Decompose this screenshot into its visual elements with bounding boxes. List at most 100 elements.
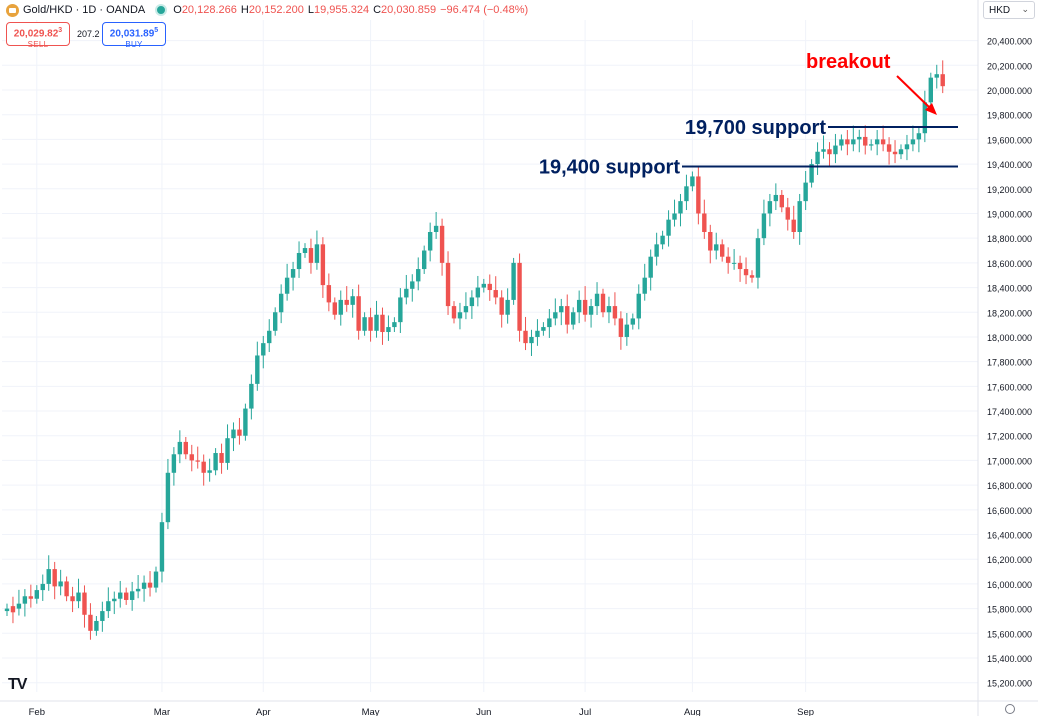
market-status-icon[interactable] xyxy=(155,4,168,16)
candle-body xyxy=(106,601,111,612)
candle-body xyxy=(702,213,707,232)
candle-body xyxy=(928,77,933,103)
tradingview-logo[interactable]: TV xyxy=(8,676,27,693)
symbol-header: Gold/HKD · 1D · OANDA O 20,128.266 H 20,15… xyxy=(6,2,532,18)
candle-body xyxy=(40,583,45,591)
candle-body xyxy=(773,194,779,202)
candle-body xyxy=(398,297,403,323)
candle-body xyxy=(404,288,409,298)
candle-body xyxy=(559,306,564,313)
time-tick-label: Apr xyxy=(256,707,271,716)
time-tick-label: Sep xyxy=(797,707,814,716)
candle-body xyxy=(70,596,75,602)
candle-body xyxy=(410,281,415,289)
candle-body xyxy=(261,343,266,356)
candle-body xyxy=(481,283,486,288)
close-value: 20,030.859 xyxy=(381,4,437,16)
price-tick-label: 17,000.000 xyxy=(987,456,1032,466)
candle-body xyxy=(249,383,254,409)
currency-value: HKD xyxy=(989,5,1011,16)
candle-body xyxy=(10,606,16,613)
candle-body xyxy=(356,296,361,331)
low-label: L xyxy=(307,4,315,16)
support-label-19700: 19,700 support xyxy=(685,117,827,139)
candle-body xyxy=(761,213,767,239)
time-tick-label: May xyxy=(362,707,380,716)
candle-body xyxy=(624,324,630,337)
candle-body xyxy=(159,522,165,572)
candle-body xyxy=(28,596,34,599)
candle-body xyxy=(362,317,367,331)
time-tick-label: Jun xyxy=(476,707,491,716)
buy-button[interactable]: 20,031.895 BUY xyxy=(102,22,166,49)
candle-body xyxy=(147,582,153,588)
candle-body xyxy=(600,293,606,313)
settings-icon[interactable] xyxy=(1005,704,1015,714)
breakout-arrowhead xyxy=(925,103,937,115)
candle-body xyxy=(535,330,540,337)
candle-body xyxy=(165,472,171,523)
time-tick-label: Mar xyxy=(154,707,170,716)
spread-value: 207.2 xyxy=(77,29,100,39)
time-axis[interactable]: Feb Mar Apr May Jun Jul Aug Sep xyxy=(0,700,1038,716)
price-tick-label: 17,200.000 xyxy=(987,432,1032,442)
candle-body xyxy=(416,269,421,282)
symbol-title[interactable]: Gold/HKD · 1D · OANDA xyxy=(23,4,146,16)
candlestick-series xyxy=(4,60,945,640)
candle-body xyxy=(904,144,910,150)
time-tick-label: Jul xyxy=(579,707,591,716)
candle-body xyxy=(296,252,302,270)
candle-body xyxy=(100,611,105,621)
candle-body xyxy=(547,318,552,328)
candle-body xyxy=(177,441,183,455)
candle-body xyxy=(207,470,212,473)
candle-body xyxy=(666,219,671,236)
candle-body xyxy=(869,144,874,146)
candle-body xyxy=(821,149,826,152)
candle-body xyxy=(690,176,695,187)
candle-body xyxy=(267,330,272,344)
breakout-label: breakout xyxy=(806,51,891,73)
candle-body xyxy=(64,581,69,597)
price-tick-label: 18,400.000 xyxy=(987,284,1032,294)
sell-label: SELL xyxy=(27,40,49,50)
candle-body xyxy=(380,314,385,333)
candle-body xyxy=(863,136,868,146)
price-tick-label: 19,000.000 xyxy=(987,209,1032,219)
candle-body xyxy=(529,336,534,344)
candle-body xyxy=(565,306,570,325)
candle-body xyxy=(171,454,177,473)
currency-select[interactable]: HKD ⌄ xyxy=(983,1,1035,19)
candle-body xyxy=(374,314,379,331)
price-tick-label: 18,600.000 xyxy=(987,259,1032,269)
price-tick-label: 19,200.000 xyxy=(987,185,1032,195)
candle-body xyxy=(493,290,498,298)
candle-body xyxy=(273,312,278,331)
price-tick-label: 15,200.000 xyxy=(987,679,1032,689)
price-tick-label: 17,800.000 xyxy=(987,358,1032,368)
price-tick-label: 20,400.000 xyxy=(987,37,1032,47)
candle-body xyxy=(874,139,880,145)
price-tick-label: 16,400.000 xyxy=(987,531,1032,541)
candle-body xyxy=(582,299,588,315)
close-label: C xyxy=(373,4,382,16)
candle-body xyxy=(82,592,87,615)
gold-icon xyxy=(6,3,19,17)
candle-body xyxy=(922,102,928,134)
candle-body xyxy=(284,277,290,294)
candle-body xyxy=(237,429,242,436)
price-tick-label: 19,600.000 xyxy=(987,135,1032,145)
price-axis[interactable]: 15,200.000 15,400.000 15,600.000 15,800.000… xyxy=(977,0,1032,716)
candle-body xyxy=(76,592,81,602)
sell-button[interactable]: 20,029.823 SELL xyxy=(6,22,70,49)
candle-body xyxy=(112,598,117,602)
candle-body xyxy=(433,225,439,232)
candle-body xyxy=(183,441,188,455)
candle-body xyxy=(195,460,200,462)
candle-body xyxy=(886,144,892,152)
candle-body xyxy=(618,318,624,337)
candle-body xyxy=(714,244,719,251)
candle-body xyxy=(386,327,391,333)
candle-body xyxy=(839,139,844,146)
